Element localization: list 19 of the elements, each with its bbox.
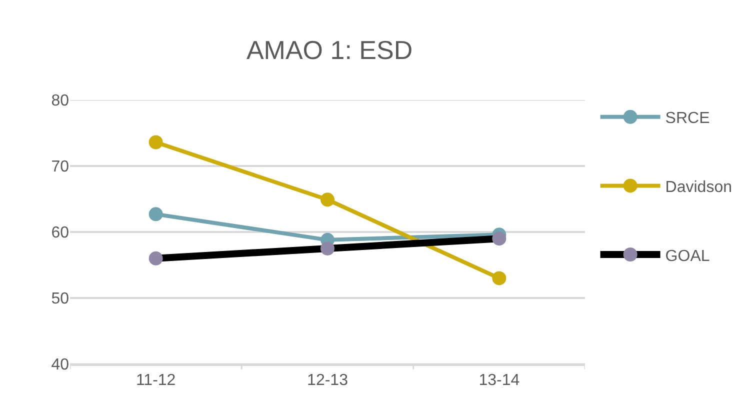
x-tick-label: 11-12 [136,372,176,389]
legend-label: SRCE [665,110,710,128]
legend-label: GOAL [665,248,710,265]
x-tick-label: 12-13 [307,372,348,389]
legend-label: Davidson [665,178,732,196]
point [148,207,163,222]
y-tick-label: 80 [51,92,70,110]
point [492,232,506,246]
chart-title: AMAO 1: ESD [246,35,413,66]
y-tick-label: 40 [51,356,70,374]
point [492,271,506,286]
x-tick-label: 13-14 [478,372,520,389]
point [148,251,163,266]
y-tick-label: 50 [51,290,70,308]
y-tick-label: 70 [51,158,70,176]
point [148,135,163,150]
y-tick-label: 60 [51,224,70,242]
point [320,242,334,256]
point [320,192,334,207]
